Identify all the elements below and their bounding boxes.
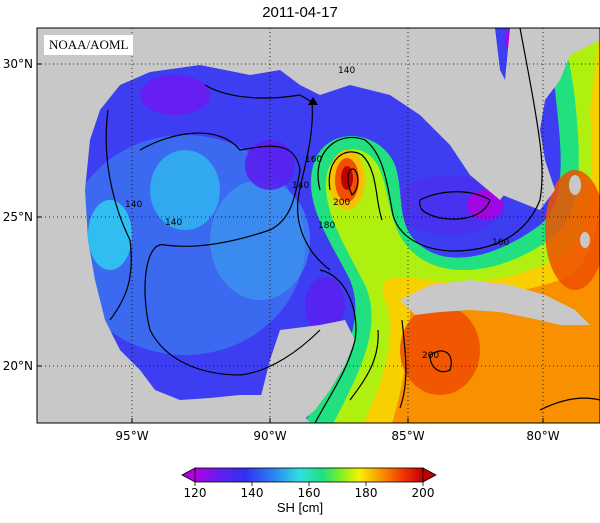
contour-label: 160 — [305, 155, 322, 165]
lat-label: 30°N — [3, 57, 33, 71]
lat-label: 20°N — [3, 359, 33, 373]
plot-frame — [36, 27, 600, 424]
colorbar-tick: 160 — [298, 486, 321, 500]
lon-label: 80°W — [526, 429, 559, 443]
colorbar-tick: 120 — [184, 486, 207, 500]
contour-label: 200 — [422, 351, 439, 361]
contour-label: 200 — [333, 198, 350, 208]
contour-label: 140 — [125, 200, 142, 210]
colorbar: 120 140 160 180 200 — [181, 467, 437, 500]
map-title: 2011-04-17 — [262, 4, 338, 21]
contour-label: 140 — [292, 181, 309, 191]
lon-label: 85°W — [391, 429, 424, 443]
yucatan — [260, 320, 355, 423]
contour-label: 160 — [492, 238, 509, 248]
colorbar-label: SH [cm] — [276, 500, 324, 515]
colorbar-tick: 200 — [412, 486, 435, 500]
land-mass — [37, 28, 600, 423]
cuba — [400, 280, 590, 325]
colorbar-tick: 140 — [241, 486, 264, 500]
credit-label: NOAA/AOML — [44, 35, 134, 55]
lat-label: 25°N — [3, 210, 33, 224]
contour-label: 140 — [165, 218, 182, 228]
colorbar-tick: 180 — [355, 486, 378, 500]
florida — [480, 28, 600, 210]
contour-label: 140 — [338, 66, 355, 76]
lon-label: 95°W — [115, 429, 148, 443]
lon-label: 90°W — [253, 429, 286, 443]
contour-label: 180 — [318, 221, 335, 231]
